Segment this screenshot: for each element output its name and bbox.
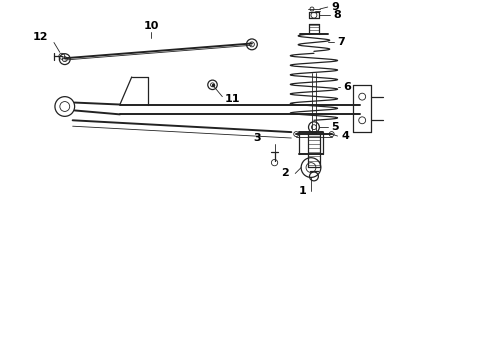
Text: 2: 2 <box>282 168 289 179</box>
Text: 10: 10 <box>144 21 159 31</box>
Text: 9: 9 <box>332 2 340 12</box>
Text: 11: 11 <box>224 94 240 104</box>
Text: 8: 8 <box>334 10 342 20</box>
Text: 1: 1 <box>298 186 306 196</box>
Text: 6: 6 <box>343 82 351 92</box>
Text: 4: 4 <box>342 131 349 141</box>
Text: 7: 7 <box>338 36 345 46</box>
Text: 5: 5 <box>332 122 339 132</box>
Text: 12: 12 <box>32 32 48 41</box>
Text: 3: 3 <box>253 133 261 143</box>
